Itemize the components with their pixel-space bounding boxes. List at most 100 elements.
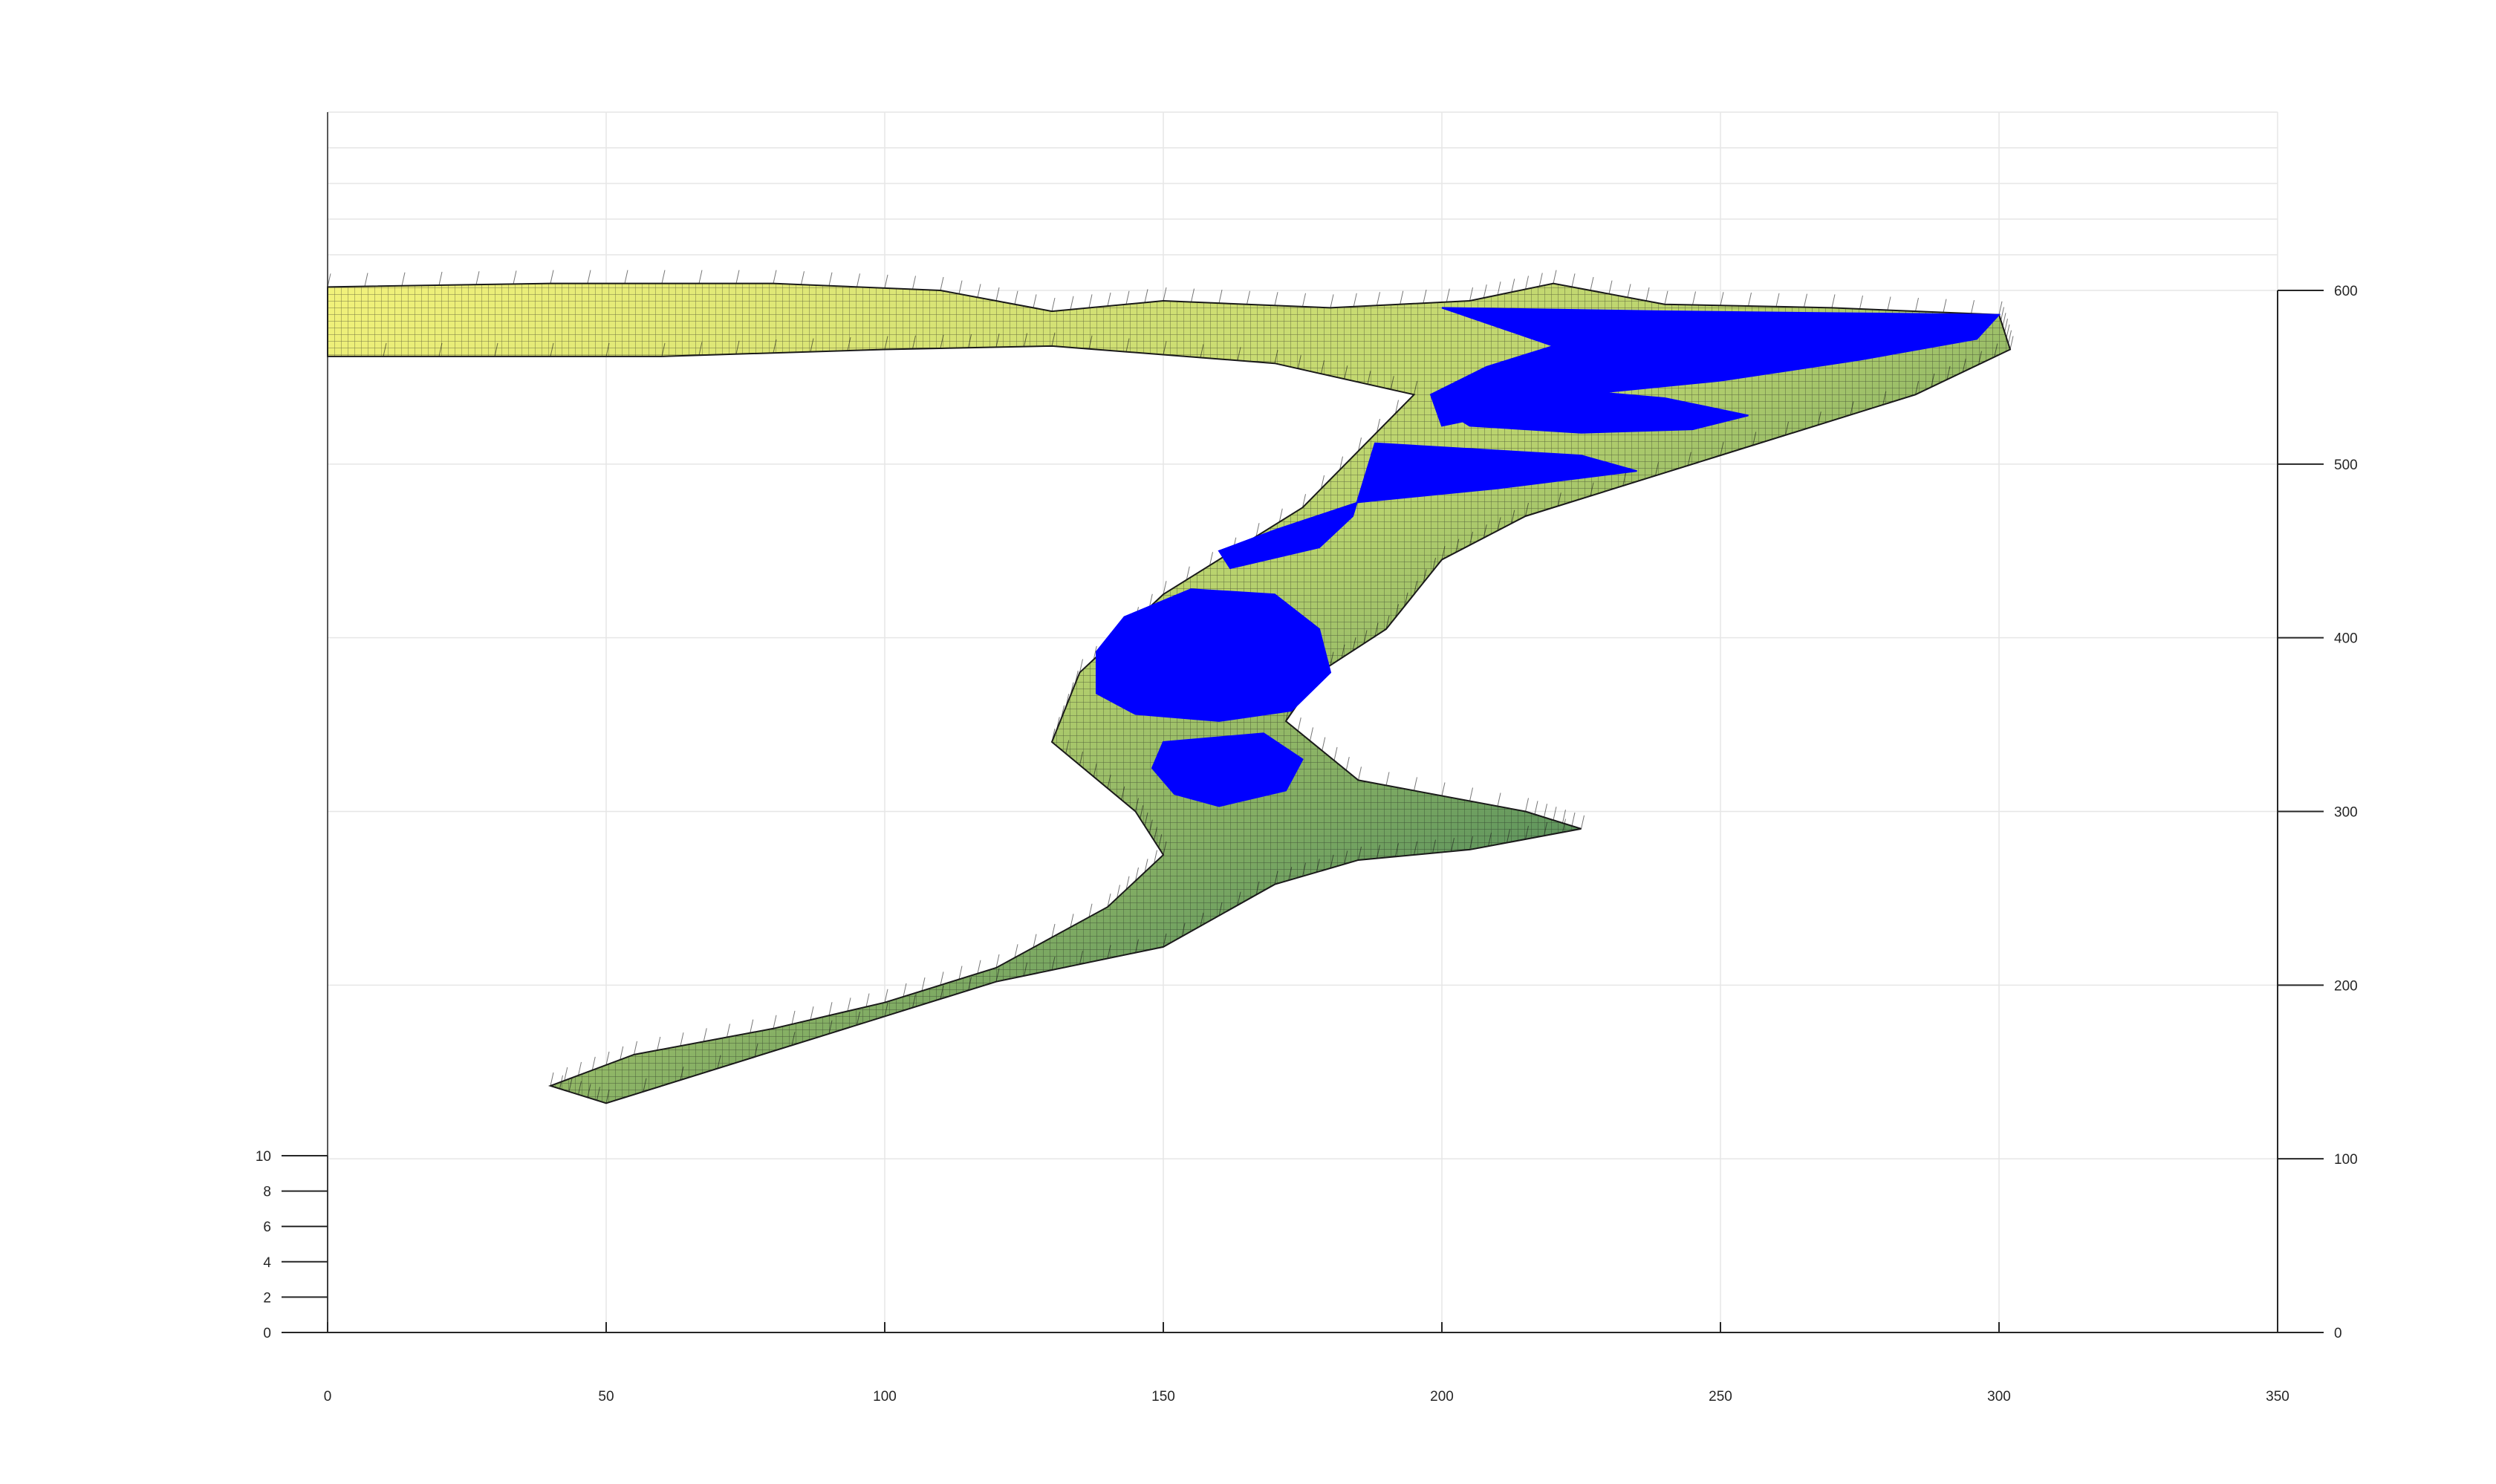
ridge-spike <box>1455 538 1460 553</box>
ridge-spike <box>643 1078 647 1092</box>
ridge-spike <box>1557 492 1561 507</box>
ridge-spike <box>620 1046 624 1060</box>
ridge-spike <box>1163 581 1167 595</box>
ridge-spike <box>1316 859 1320 873</box>
ridge-spike <box>1088 903 1093 917</box>
ridge-spike <box>1093 763 1097 777</box>
ridge-spike <box>1079 752 1083 766</box>
ridge-spike <box>1065 694 1070 708</box>
ridge-spike <box>1562 809 1566 824</box>
ridge-spike <box>1088 294 1093 308</box>
ridge-spike <box>1144 859 1148 873</box>
ridge-spike <box>1093 645 1097 660</box>
ridge-spike <box>995 954 1000 969</box>
ridge-spike <box>847 998 851 1012</box>
ridge-spike <box>605 1051 610 1066</box>
ridge-spike <box>568 1078 573 1092</box>
ridge-spike <box>578 1061 582 1076</box>
ridge-spike <box>940 985 944 1000</box>
ridge-spike <box>1687 452 1691 466</box>
ridge-spike <box>1441 546 1446 560</box>
ridge-spike <box>1414 581 1417 595</box>
ridge-spike <box>977 284 981 298</box>
ridge-spike <box>1345 757 1350 771</box>
ridge-spike <box>1024 333 1027 347</box>
ridge-spike <box>494 342 498 357</box>
ridge-spike <box>1088 335 1093 349</box>
ridge-spike <box>634 1041 637 1055</box>
ridge-spike <box>1033 294 1037 308</box>
ridge-spike <box>1432 839 1436 853</box>
y-tick-label: 300 <box>2334 805 2358 821</box>
ridge-spike <box>1344 850 1348 865</box>
ridge-spike <box>1752 432 1757 446</box>
ridge-spike <box>1374 622 1379 637</box>
ridge-spike <box>1358 437 1362 452</box>
ridge-spike <box>1297 355 1301 369</box>
ridge-spike <box>475 271 480 285</box>
ridge-spike <box>1395 400 1399 414</box>
ridge-spike <box>912 994 916 1008</box>
ridge-spike <box>1544 804 1547 818</box>
ridge-spike <box>1024 962 1027 976</box>
ridge-spike <box>921 977 926 992</box>
ridge-spike <box>2002 313 2006 327</box>
water-region <box>1218 442 1637 570</box>
water-region <box>1096 588 1332 722</box>
ridge-spike <box>698 342 703 356</box>
ridge-spike <box>1525 502 1529 517</box>
ridge-spike <box>1344 365 1348 380</box>
ridge-spike <box>1070 914 1074 928</box>
ridge-spike <box>1135 798 1139 812</box>
ridge-spike <box>1994 343 1998 357</box>
ridge-spike <box>513 270 517 284</box>
ridge-spike <box>1218 902 1223 916</box>
ridge-spike <box>1553 807 1557 821</box>
ridge-spike <box>1775 293 1780 307</box>
ridge-spike <box>1056 717 1060 731</box>
ridge-spike <box>1051 956 1056 971</box>
ridge-spike <box>1887 296 1891 310</box>
ridge-spike <box>364 273 368 287</box>
ridge-spike <box>624 270 628 284</box>
x-tick-label: 50 <box>598 1389 614 1405</box>
ridge-spike <box>1962 358 1966 373</box>
ridge-spike <box>1237 347 1241 361</box>
ridge-spike <box>1497 517 1501 531</box>
ridge-spike <box>1817 411 1821 426</box>
ridge-spike <box>1163 341 1167 355</box>
ridge-spike <box>717 1055 721 1069</box>
ridge-spike <box>727 1023 730 1038</box>
ridge-spike <box>1341 644 1345 659</box>
ridge-spike <box>847 336 851 351</box>
ridge-spike <box>1395 843 1399 857</box>
ridge-spike <box>1125 290 1130 305</box>
ridge-spike <box>1931 374 1935 388</box>
ridge-spike <box>661 342 666 357</box>
ridge-spike <box>1720 292 1724 306</box>
ridge-spike <box>1247 290 1250 305</box>
ridge-spike <box>735 270 740 284</box>
ridge-spike <box>1831 294 1836 308</box>
ridge-spike <box>1525 825 1529 840</box>
ridge-spike <box>1400 290 1404 305</box>
water-layer <box>1096 307 2001 807</box>
ridge-spike <box>1070 682 1074 696</box>
ridge-spike <box>1553 270 1557 284</box>
ridge-spike <box>1107 292 1111 307</box>
ridge-spike <box>1748 292 1752 307</box>
ridge-spike <box>1321 360 1325 374</box>
ridge-spike <box>1423 290 1427 304</box>
ridge-spike <box>1390 376 1394 390</box>
ridge-spike <box>1692 291 1696 305</box>
ridge-spike <box>828 272 833 286</box>
ridge-spike <box>1377 844 1380 859</box>
ridge-spike <box>1333 746 1338 761</box>
ridge-spike <box>550 270 554 284</box>
ridge-spike <box>884 274 888 288</box>
ridge-spike <box>1645 287 1650 302</box>
ridge-spike <box>773 339 777 354</box>
ridge-spike <box>605 1090 610 1104</box>
ridge-spike <box>958 966 963 980</box>
ridge-spike <box>1446 288 1450 302</box>
